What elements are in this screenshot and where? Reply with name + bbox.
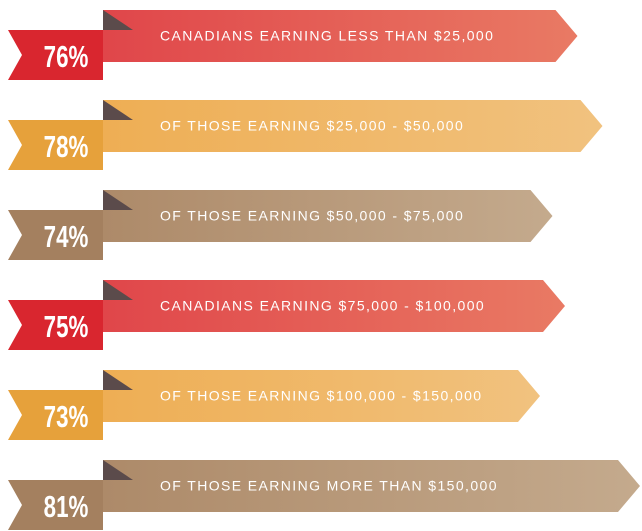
- ribbon-fold: [103, 10, 133, 30]
- ribbon-fold: [103, 100, 133, 120]
- value-label: 73%: [44, 400, 89, 434]
- ribbon-label: OF THOSE EARNING $25,000 - $50,000: [160, 118, 464, 134]
- value-tab: [8, 480, 103, 530]
- ribbon-label: OF THOSE EARNING $50,000 - $75,000: [160, 208, 464, 224]
- value-label: 81%: [44, 490, 89, 524]
- value-label: 74%: [44, 220, 89, 254]
- value-label: 75%: [44, 310, 89, 344]
- ribbon-fold: [103, 460, 133, 480]
- value-tab: [8, 120, 103, 170]
- ribbon: [103, 190, 553, 242]
- ribbon-label: OF THOSE EARNING MORE THAN $150,000: [160, 478, 498, 494]
- value-label: 78%: [44, 130, 89, 164]
- value-tab: [8, 210, 103, 260]
- ribbon: [103, 370, 540, 422]
- ribbon: [103, 100, 603, 152]
- value-tab: [8, 300, 103, 350]
- ribbon: [103, 280, 565, 332]
- ribbon: [103, 10, 578, 62]
- ribbon-label: CANADIANS EARNING $75,000 - $100,000: [160, 298, 485, 314]
- value-tab: [8, 30, 103, 80]
- value-label: 76%: [44, 40, 89, 74]
- ribbon-label: CANADIANS EARNING LESS THAN $25,000: [160, 28, 494, 44]
- ribbon: [103, 460, 640, 512]
- value-tab: [8, 390, 103, 440]
- ribbon-fold: [103, 370, 133, 390]
- ribbon-fold: [103, 190, 133, 210]
- ribbon-label: OF THOSE EARNING $100,000 - $150,000: [160, 388, 483, 404]
- ribbon-fold: [103, 280, 133, 300]
